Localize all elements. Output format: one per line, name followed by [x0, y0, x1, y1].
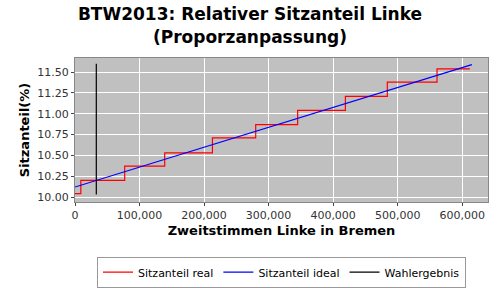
svg-text:Sitzanteil real: Sitzanteil real: [138, 267, 213, 280]
svg-text:11.50: 11.50: [37, 66, 69, 79]
svg-text:0: 0: [72, 209, 79, 222]
svg-text:11.00: 11.00: [37, 108, 69, 121]
svg-text:11.25: 11.25: [37, 87, 69, 100]
svg-text:10.00: 10.00: [37, 191, 69, 204]
svg-text:300,000: 300,000: [246, 209, 292, 222]
svg-text:400,000: 400,000: [310, 209, 356, 222]
svg-text:Sitzanteil ideal: Sitzanteil ideal: [258, 267, 339, 280]
svg-text:10.50: 10.50: [37, 149, 69, 162]
svg-text:600,000: 600,000: [439, 209, 485, 222]
svg-text:Zweitstimmen Linke in Bremen: Zweitstimmen Linke in Bremen: [168, 223, 396, 238]
svg-text:10.25: 10.25: [37, 170, 69, 183]
svg-text:500,000: 500,000: [375, 209, 421, 222]
svg-text:Sitzanteil(%): Sitzanteil(%): [17, 83, 32, 177]
svg-text:BTW2013: Relativer Sitzanteil: BTW2013: Relativer Sitzanteil Linke(Prop…: [78, 4, 422, 46]
svg-text:10.75: 10.75: [37, 128, 69, 141]
svg-text:100,000: 100,000: [117, 209, 163, 222]
svg-text:200,000: 200,000: [181, 209, 227, 222]
svg-text:Wahlergebnis: Wahlergebnis: [385, 267, 460, 280]
